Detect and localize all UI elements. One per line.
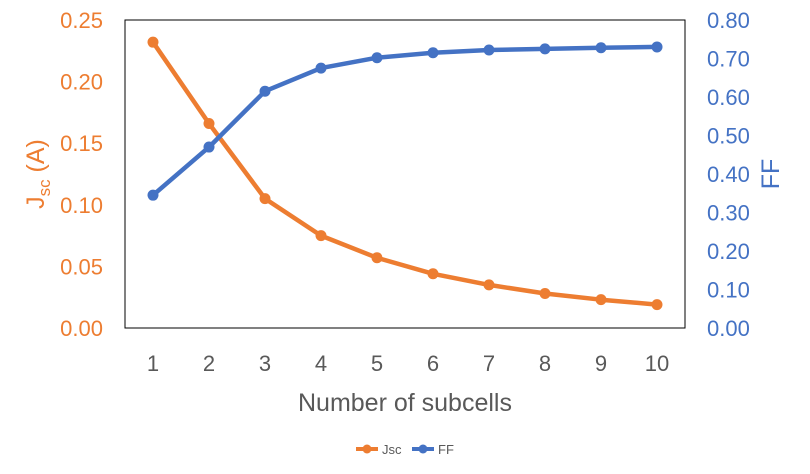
right-tick-label-4: 0.40 [707,162,750,187]
data-point-ff-6 [427,47,439,59]
x-tick-label-2: 3 [259,351,271,376]
x-axis-ticks: 1 2 3 4 5 6 7 8 9 10 [147,351,669,376]
data-point-jsc-7 [483,279,495,291]
data-point-jsc-10 [651,299,663,311]
legend-label-jsc: Jsc [382,442,402,457]
data-point-ff-8 [539,43,551,55]
right-tick-label-1: 0.10 [707,278,750,303]
legend-marker-jsc [362,444,372,454]
data-point-ff-7 [483,44,495,56]
legend-label-ff: FF [438,442,454,457]
right-tick-label-0: 0.00 [707,316,750,341]
legend-marker-ff [418,444,428,454]
left-axis-ticks: 0.00 0.05 0.10 0.15 0.20 0.25 [60,8,103,341]
left-axis-label-sub: sc [35,179,54,197]
x-tick-label-6: 7 [483,351,495,376]
x-tick-label-5: 6 [427,351,439,376]
right-tick-label-2: 0.20 [707,239,750,264]
right-tick-label-5: 0.50 [707,124,750,149]
right-tick-label-8: 0.80 [707,8,750,33]
data-point-jsc-1 [147,36,159,48]
left-axis-label: Jsc (A) [22,139,54,209]
left-tick-label-5: 0.25 [60,8,103,33]
series-line-ff [150,44,660,198]
data-point-jsc-5 [371,252,383,264]
data-point-ff-3 [259,85,271,97]
left-axis-label-suffix: (A) [22,139,50,179]
data-point-ff-2 [203,141,215,153]
left-axis-label-main: J [22,196,50,209]
plot-area-frame [124,19,686,329]
data-point-ff-9 [595,42,607,54]
legend: Jsc FF [356,442,454,457]
data-point-jsc-9 [595,294,607,306]
series-line-jsc [150,39,660,307]
right-tick-label-6: 0.60 [707,85,750,110]
x-tick-label-1: 2 [203,351,215,376]
data-point-ff-10 [651,41,663,53]
right-axis-ticks: 0.00 0.10 0.20 0.30 0.40 0.50 0.60 0.70 0.80 [707,8,750,341]
x-tick-label-7: 8 [539,351,551,376]
x-tick-label-8: 9 [595,351,607,376]
x-tick-label-0: 1 [147,351,159,376]
left-tick-label-0: 0.00 [60,316,103,341]
data-point-jsc-6 [427,268,439,280]
left-tick-label-3: 0.15 [60,131,103,156]
data-point-jsc-8 [539,288,551,300]
data-point-jsc-2 [203,117,215,129]
left-tick-label-2: 0.10 [60,193,103,218]
left-tick-label-4: 0.20 [60,70,103,95]
series-layer [147,36,663,311]
x-tick-label-3: 4 [315,351,327,376]
right-tick-label-3: 0.30 [707,201,750,226]
right-axis-label: FF [757,159,785,190]
data-point-jsc-3 [259,193,271,205]
x-tick-label-9: 10 [645,351,669,376]
data-point-ff-5 [371,52,383,64]
x-axis-label: Number of subcells [298,389,512,417]
x-tick-label-4: 5 [371,351,383,376]
right-tick-label-7: 0.70 [707,47,750,72]
left-tick-label-1: 0.05 [60,254,103,279]
data-point-jsc-4 [315,230,327,242]
data-point-ff-4 [315,62,327,74]
data-point-ff-1 [147,189,159,201]
